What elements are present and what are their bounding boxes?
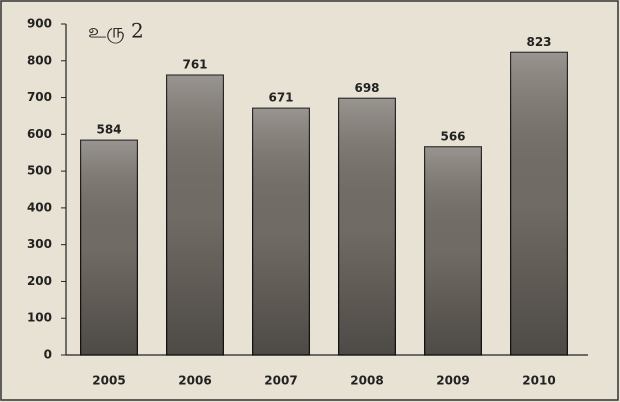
y-tick-label: 500 xyxy=(27,164,52,178)
x-tick-label: 2010 xyxy=(522,374,555,388)
x-tick-label: 2005 xyxy=(92,374,125,388)
y-tick-label: 600 xyxy=(27,127,52,141)
bar xyxy=(252,107,310,356)
data-label: 584 xyxy=(96,123,121,137)
data-label: 671 xyxy=(268,91,293,105)
data-label: 566 xyxy=(440,129,465,143)
x-tick-label: 2006 xyxy=(178,374,211,388)
x-tick-label: 2009 xyxy=(436,374,469,388)
data-label: 761 xyxy=(182,58,207,72)
y-tick-label: 200 xyxy=(27,274,52,288)
chart-title: உரு 2 xyxy=(88,19,144,44)
y-tick-label: 400 xyxy=(27,200,52,214)
bar xyxy=(80,139,138,356)
y-tick-label: 300 xyxy=(27,237,52,251)
data-label: 698 xyxy=(354,81,379,95)
bar xyxy=(424,146,482,356)
bar xyxy=(338,97,396,356)
y-tick-label: 800 xyxy=(27,53,52,67)
bar xyxy=(166,74,224,356)
data-label: 823 xyxy=(526,35,551,49)
y-tick-label: 900 xyxy=(27,17,52,31)
y-tick-label: 700 xyxy=(27,90,52,104)
y-tick-label: 0 xyxy=(44,348,52,362)
x-tick-label: 2007 xyxy=(264,374,297,388)
bar xyxy=(510,51,568,356)
x-tick-label: 2008 xyxy=(350,374,383,388)
y-tick-label: 100 xyxy=(27,311,52,325)
